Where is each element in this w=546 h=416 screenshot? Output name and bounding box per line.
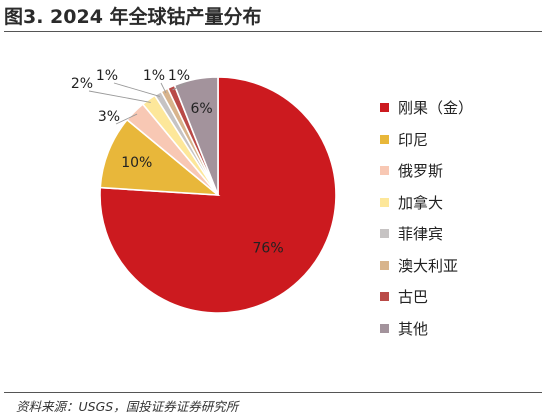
legend-label: 澳大利亚 (398, 256, 459, 275)
legend-item-4: 加拿大 (380, 187, 473, 219)
top-rule (4, 31, 542, 32)
legend-swatch (380, 166, 389, 176)
legend-label: 俄罗斯 (398, 162, 444, 181)
legend-item-7: 古巴 (380, 281, 473, 313)
legend-label: 菲律宾 (398, 225, 444, 244)
leader-line-6 (160, 82, 167, 94)
pie-slice-2 (99, 118, 221, 196)
data-label-8: 6% (191, 101, 213, 117)
chart-title: 图3. 2024 年全球钴产量分布 (4, 6, 262, 28)
legend-swatch (380, 103, 389, 113)
data-label-4: 2% (71, 76, 93, 92)
leader-lines (88, 82, 187, 125)
legend-swatch (380, 134, 389, 144)
legend-item-2: 印尼 (380, 124, 473, 156)
pie-slice-8 (173, 76, 219, 196)
leader-line-5 (113, 82, 160, 97)
pie-chart: 76%10%3%2% 1% 1% 1%6% (71, 68, 337, 314)
legend-swatch (380, 229, 389, 239)
legend-label: 刚果（金） (398, 99, 474, 118)
data-label-1: 76% (253, 240, 284, 256)
data-label-7: 1% (168, 68, 190, 84)
data-label-2: 10% (121, 155, 152, 171)
legend-item-1: 刚果（金） (380, 92, 473, 124)
leader-line-7 (172, 82, 187, 91)
legend-label: 印尼 (398, 130, 429, 149)
leader-line-3 (115, 113, 138, 125)
legend-item-8: 其他 (380, 313, 473, 345)
pie-slice-1 (99, 76, 337, 314)
legend-label: 加拿大 (398, 193, 444, 212)
data-labels: 76%10%3%2% 1% 1% 1%6% (71, 68, 284, 256)
legend-swatch (380, 292, 389, 302)
legend-label: 其他 (398, 319, 429, 338)
legend-swatch (380, 323, 389, 333)
legend-swatch (380, 197, 389, 207)
bottom-rule (4, 392, 542, 393)
data-label-6: 1% (143, 68, 165, 84)
pie-slices (99, 76, 337, 314)
data-label-5: 1% (96, 68, 118, 84)
data-label-3: 3% (98, 109, 120, 125)
legend-swatch (380, 260, 389, 270)
source-note: 资料来源：USGS，国投证券证券研究所 (16, 399, 239, 414)
legend-label: 古巴 (398, 288, 429, 307)
legend-item-3: 俄罗斯 (380, 155, 473, 187)
legend-item-5: 菲律宾 (380, 218, 473, 250)
leader-line-4 (88, 90, 151, 103)
legend-item-6: 澳大利亚 (380, 250, 473, 282)
legend: 刚果（金） 印尼俄罗斯加拿大菲律宾澳大利亚古巴其他 (380, 92, 473, 344)
